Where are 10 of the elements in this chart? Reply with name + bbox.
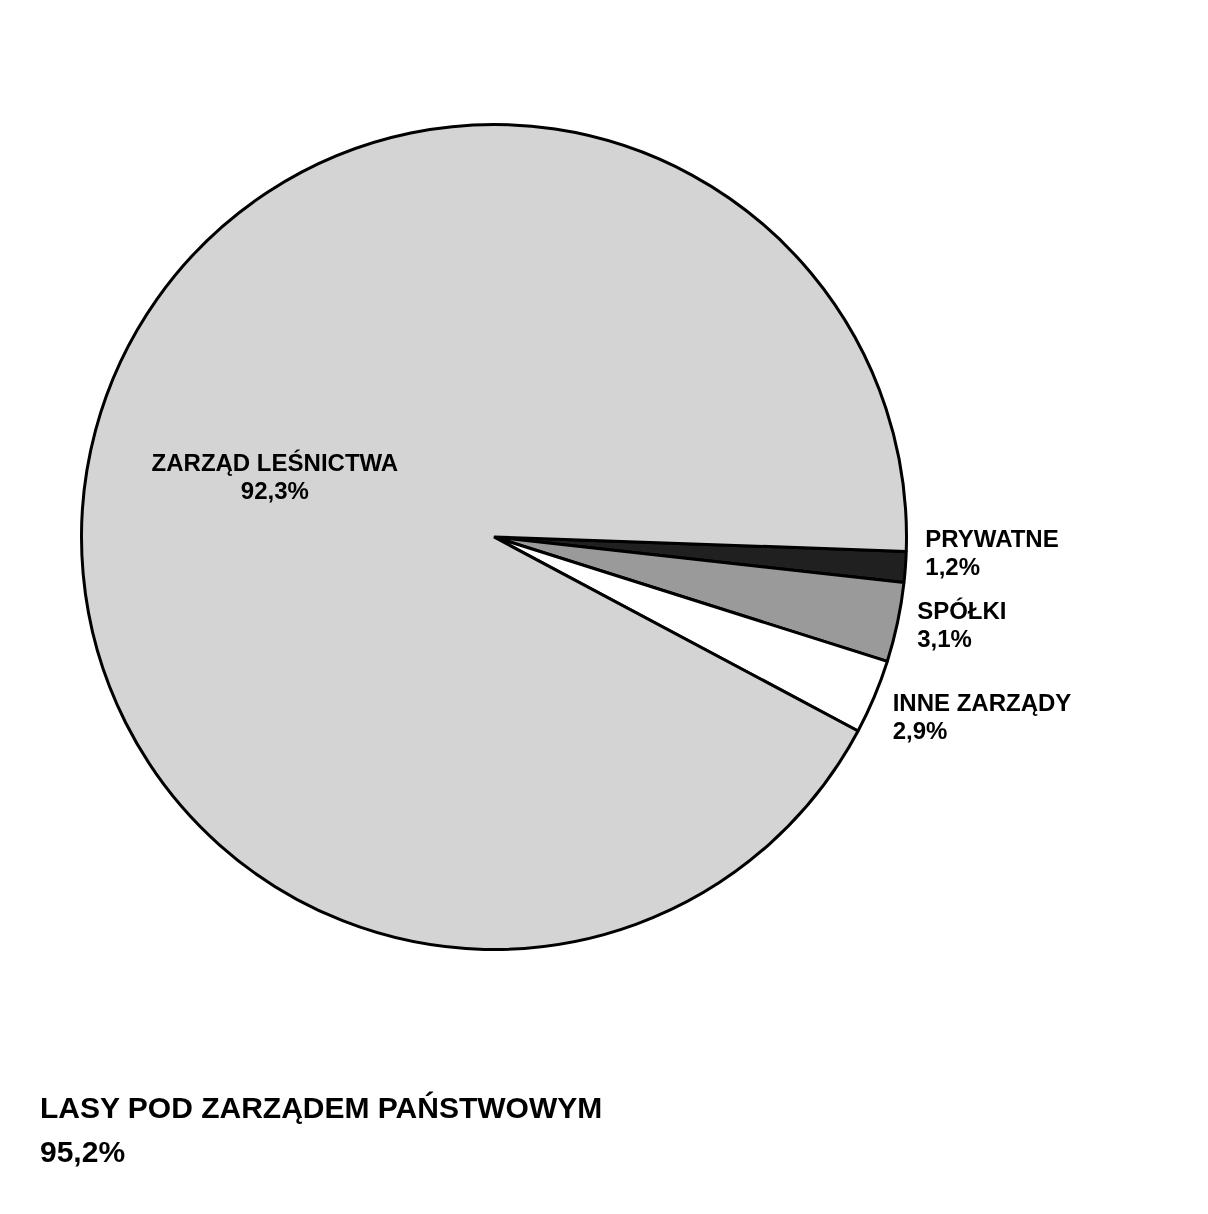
data-label: 2,9% [892, 717, 948, 745]
slice-label: INNE ZARZĄDY [892, 689, 1072, 717]
data-label: 92,3% [240, 476, 309, 504]
slice-label: PRYWATNE [925, 525, 1059, 553]
text: LASY POD ZARZĄDEM PAŃSTWOWYM [40, 1091, 603, 1125]
slice-label: SPÓŁKI [917, 597, 1007, 625]
data-label: 1,2% [925, 553, 981, 581]
slice-label: ZARZĄD LEŚNICTWA [151, 448, 399, 476]
data-label: 3,1% [917, 625, 972, 653]
text: 95,2% [40, 1135, 126, 1169]
